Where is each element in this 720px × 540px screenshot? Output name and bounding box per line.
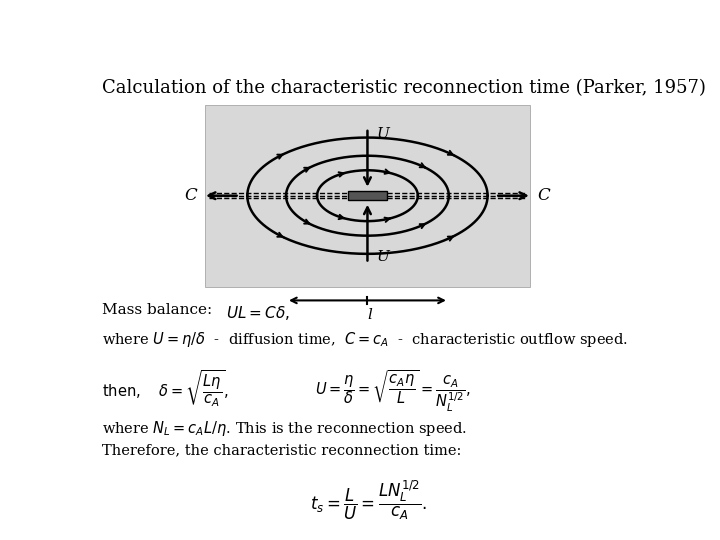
Text: $UL = C\delta,$: $UL = C\delta,$	[225, 303, 289, 321]
Text: Therefore, the characteristic reconnection time:: Therefore, the characteristic reconnecti…	[102, 444, 461, 457]
Text: $t_s = \dfrac{L}{U} = \dfrac{LN_L^{1/2}}{c_A}.$: $t_s = \dfrac{L}{U} = \dfrac{LN_L^{1/2}}…	[310, 478, 428, 522]
Bar	[348, 191, 387, 200]
Text: U: U	[377, 127, 390, 141]
Text: l: l	[367, 308, 372, 322]
Bar	[204, 105, 530, 287]
Text: Mass balance:: Mass balance:	[102, 303, 212, 318]
Text: where $N_L = c_A L/\eta$. This is the reconnection speed.: where $N_L = c_A L/\eta$. This is the re…	[102, 419, 467, 438]
Text: then,    $\delta = \sqrt{\dfrac{L\eta}{c_A}}$,: then, $\delta = \sqrt{\dfrac{L\eta}{c_A}…	[102, 369, 229, 409]
Text: C: C	[538, 187, 551, 204]
Text: where $U = \eta/\delta$  -  diffusion time,  $C = c_A$  -  characteristic outflo: where $U = \eta/\delta$ - diffusion time…	[102, 330, 628, 349]
Text: Calculation of the characteristic reconnection time (Parker, 1957): Calculation of the characteristic reconn…	[102, 79, 706, 97]
Text: U: U	[377, 251, 390, 264]
Text: $U = \dfrac{\eta}{\delta} = \sqrt{\dfrac{c_A\eta}{L}} = \dfrac{c_A}{N_L^{1/2}}$,: $U = \dfrac{\eta}{\delta} = \sqrt{\dfrac…	[315, 369, 471, 414]
Text: C: C	[184, 187, 197, 204]
